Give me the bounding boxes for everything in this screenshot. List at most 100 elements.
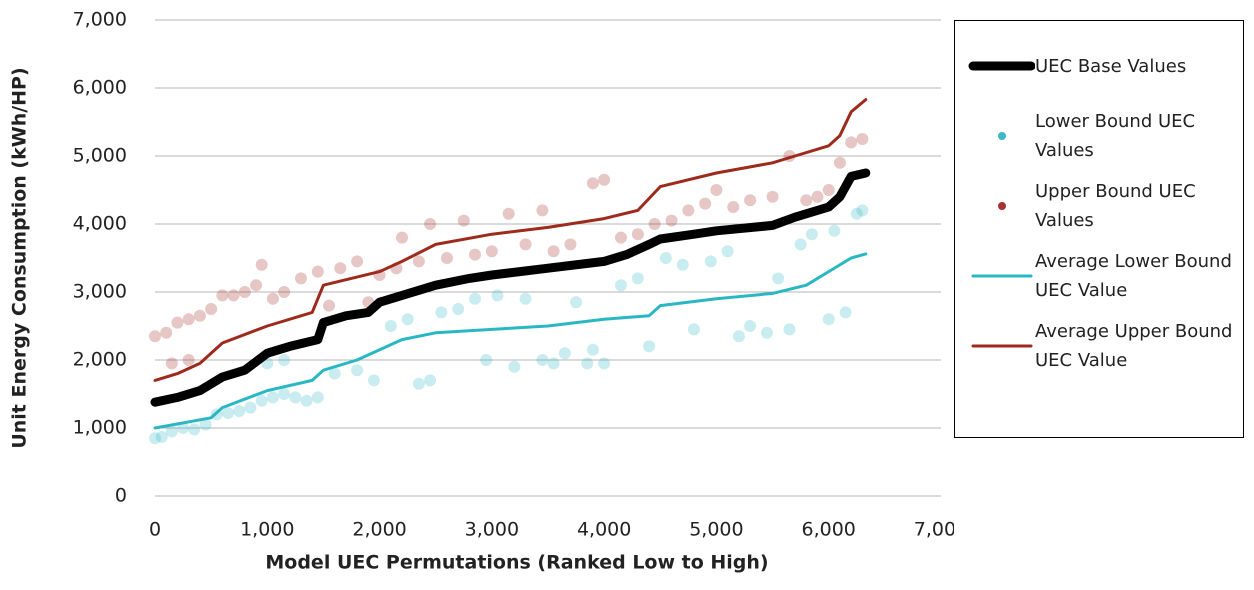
scatter-point — [845, 136, 858, 149]
scatter-point — [311, 265, 324, 278]
scatter-point — [171, 316, 184, 329]
scatter-point — [244, 401, 257, 414]
scatter-point — [457, 214, 470, 227]
scatter-point — [682, 204, 695, 217]
legend-swatch — [998, 132, 1006, 140]
scatter-point — [351, 364, 364, 377]
scatter-point — [850, 207, 863, 220]
legend-swatch — [971, 344, 1033, 348]
legend: UEC Base Values Lower Bound UEC Values Upp… — [954, 20, 1244, 438]
y-tick-label: 7,000 — [73, 9, 127, 31]
legend-label: Upper Bound UEC Values — [1035, 181, 1196, 231]
legend-item: Average Upper Bound UEC Value — [955, 311, 1243, 381]
scatter-point — [766, 190, 779, 203]
scatter-point — [772, 272, 785, 285]
scatter-point — [182, 354, 195, 366]
scatter-point — [328, 367, 341, 380]
scatter-point — [536, 204, 549, 217]
scatter-point — [710, 184, 723, 196]
line-series — [150, 168, 871, 407]
legend-label: Lower Bound UEC Values — [1035, 111, 1196, 161]
scatter-point — [643, 340, 656, 353]
scatter-point — [811, 190, 824, 203]
scatter-point — [216, 289, 229, 302]
scatter-point — [300, 394, 313, 407]
legend-item: Lower Bound UEC Values — [955, 101, 1243, 171]
scatter-point — [502, 207, 515, 220]
scatter-point — [581, 357, 594, 370]
scatter-point — [614, 231, 627, 244]
scatter-point — [536, 354, 549, 366]
scatter-point — [250, 279, 263, 292]
scatter-point — [255, 258, 268, 271]
scatter-point — [491, 289, 504, 302]
y-tick-label: 4,000 — [73, 213, 127, 235]
scatter-point — [160, 326, 173, 339]
scatter-point — [199, 418, 212, 431]
scatter-point — [828, 224, 841, 237]
scatter-point — [800, 194, 813, 207]
legend-dot — [998, 202, 1006, 210]
scatter-point — [794, 238, 807, 251]
scatter-point — [508, 360, 521, 373]
x-tick-label: 0 — [149, 519, 161, 541]
scatter-point — [149, 432, 161, 445]
legend-swatch — [968, 61, 1035, 71]
scatter-point — [401, 313, 414, 326]
legend-item: Upper Bound UEC Values — [955, 171, 1243, 241]
scatter-point — [412, 377, 425, 390]
scatter-point — [519, 238, 532, 251]
scatter-point — [182, 313, 195, 326]
scatter-point — [205, 303, 218, 315]
scatter-point — [783, 323, 796, 336]
scatter-point — [744, 320, 757, 332]
x-tick-label: 7,000 — [914, 519, 954, 541]
scatter-point — [586, 177, 599, 190]
scatter-point — [294, 272, 307, 285]
scatter-point — [469, 292, 482, 305]
scatter-point — [519, 292, 532, 305]
scatter-point — [367, 374, 380, 387]
legend-label: UEC Base Values — [1035, 55, 1187, 77]
scatter-point — [699, 197, 712, 210]
scatter-point — [188, 423, 201, 436]
scatter-point — [856, 133, 869, 145]
y-tick-label: 6,000 — [73, 77, 127, 99]
scatter-point — [547, 245, 560, 258]
legend-swatch — [971, 274, 1033, 278]
legend-label: Average Upper Bound UEC Value — [1035, 321, 1233, 371]
x-axis-title: Model UEC Permutations (Ranked Low to Hi… — [265, 552, 768, 574]
scatter-point — [323, 299, 336, 312]
scatter-point — [424, 218, 437, 230]
scatter-point — [598, 357, 611, 370]
scatter-point — [266, 292, 279, 305]
scatter-point — [485, 245, 498, 258]
y-tick-label: 2,000 — [73, 349, 127, 371]
y-tick-label: 1,000 — [73, 417, 127, 439]
legend-item: UEC Base Values — [955, 31, 1243, 101]
scatter-point — [289, 391, 302, 404]
chart: Model UEC Permutations (Ranked Low to Hi… — [9, 9, 969, 574]
y-tick-label: 5,000 — [73, 145, 127, 167]
scatter-point — [732, 330, 745, 343]
scatter-point — [744, 194, 757, 207]
scatter-point — [839, 306, 852, 319]
scatter-point — [727, 201, 740, 213]
scatter-point — [558, 347, 571, 360]
scatter-point — [687, 323, 700, 336]
scatter-point — [833, 156, 846, 169]
scatter-point — [547, 357, 560, 370]
scatter-point — [227, 289, 240, 302]
line-series — [153, 98, 868, 382]
legend-item: Average Lower Bound UEC Value — [955, 241, 1243, 311]
scatter-point — [177, 422, 190, 434]
scatter-point — [469, 248, 482, 261]
scatter-point — [384, 320, 397, 332]
scatter-point — [598, 173, 611, 186]
legend-swatch — [998, 202, 1006, 210]
scatter-point — [856, 204, 869, 217]
scatter-point — [570, 296, 583, 309]
x-tick-label: 4,000 — [577, 519, 631, 541]
scatter-point — [412, 255, 425, 268]
